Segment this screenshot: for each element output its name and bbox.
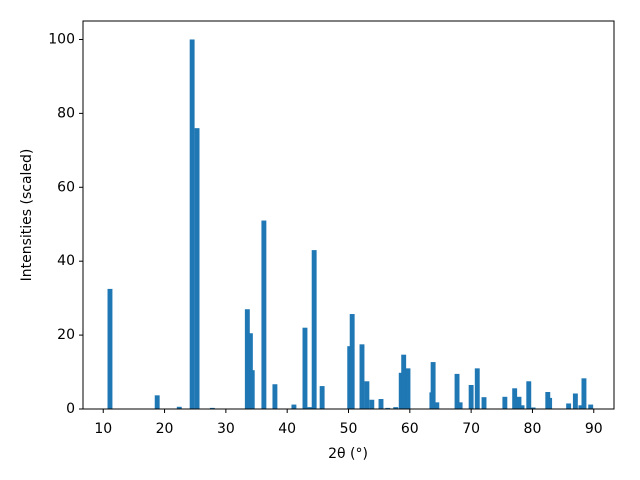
x-tick-label: 10 (94, 421, 112, 437)
bar (547, 397, 553, 409)
y-tick-label: 20 (57, 327, 75, 343)
bar (481, 397, 487, 409)
x-tick-label: 20 (156, 421, 174, 437)
x-axis-label: 2θ (°) (328, 446, 368, 462)
bar (502, 396, 508, 409)
bar (349, 314, 355, 409)
bar (311, 250, 317, 409)
bar (244, 309, 250, 409)
bar (581, 378, 587, 409)
bar (378, 399, 384, 409)
bar (359, 344, 365, 409)
y-tick-label: 0 (66, 401, 75, 417)
bar (566, 403, 572, 409)
bar (512, 388, 518, 409)
x-tick-label: 30 (217, 421, 235, 437)
bar (272, 384, 278, 409)
bar (454, 373, 460, 409)
x-tick-label: 60 (401, 421, 419, 437)
y-tick-label: 40 (57, 253, 75, 269)
x-tick-label: 50 (340, 421, 358, 437)
bar (176, 406, 182, 409)
bar (526, 381, 532, 409)
bar (572, 393, 578, 409)
bar (434, 402, 440, 409)
bar (307, 407, 313, 409)
bar (468, 384, 474, 409)
bar (369, 399, 375, 409)
bar (249, 370, 255, 409)
y-axis-label: Intensities (scaled) (19, 149, 35, 282)
bar (401, 354, 407, 409)
bar (291, 404, 297, 409)
bar (189, 39, 195, 409)
x-tick-label: 40 (278, 421, 296, 437)
bar (516, 396, 522, 409)
bar (405, 368, 411, 409)
bar (530, 407, 536, 409)
bar (302, 327, 308, 409)
bar (430, 362, 436, 409)
bar (194, 128, 200, 409)
x-tick-label: 90 (585, 421, 603, 437)
bar (107, 288, 113, 409)
bar (393, 407, 399, 409)
bar (319, 386, 325, 409)
bar (588, 404, 594, 409)
x-tick-label: 80 (524, 421, 542, 437)
x-tick-label: 70 (462, 421, 480, 437)
bar (519, 405, 525, 409)
bar (578, 405, 584, 409)
bar (474, 368, 480, 409)
bar (209, 407, 215, 409)
bar (457, 402, 463, 409)
bar (154, 395, 160, 409)
bar (364, 381, 370, 409)
y-tick-label: 100 (48, 31, 75, 47)
y-tick-label: 80 (57, 105, 75, 121)
bar (385, 407, 391, 409)
y-tick-label: 60 (57, 179, 75, 195)
bar (261, 220, 267, 409)
